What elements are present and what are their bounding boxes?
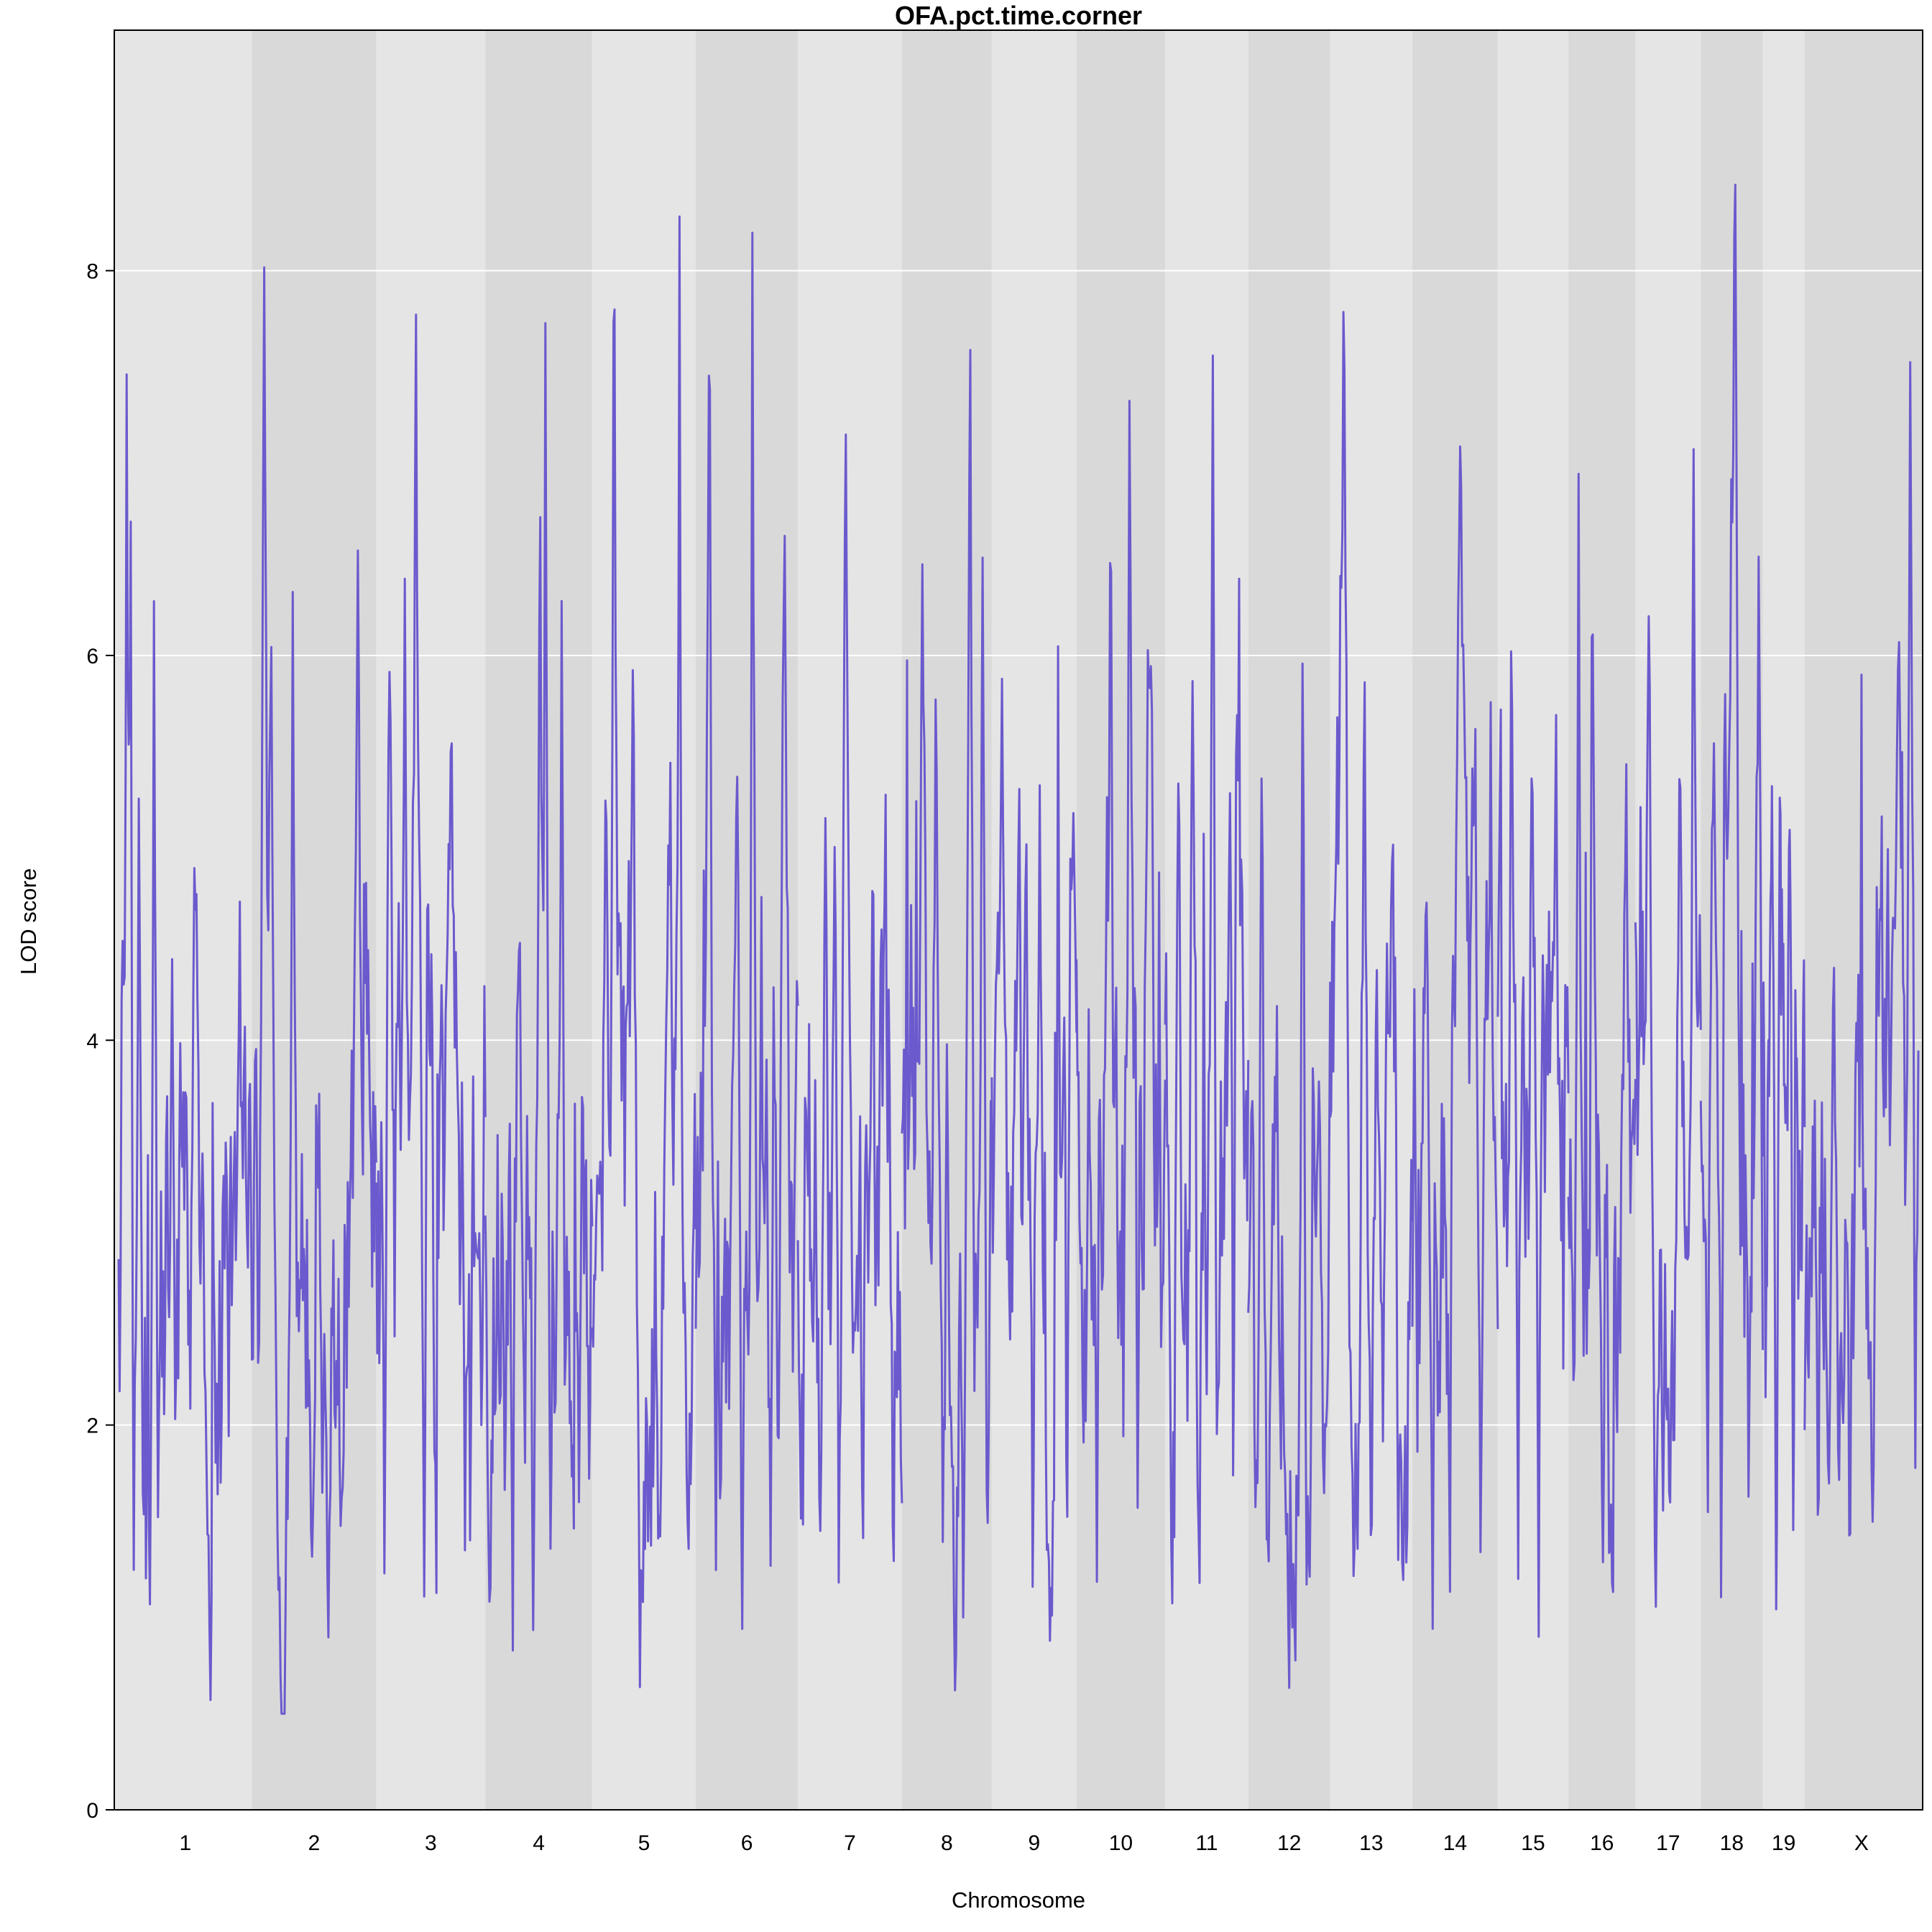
x-tick-label: 13 [1359, 1831, 1383, 1855]
gridlines [114, 270, 1923, 1426]
lod-line-chr-11 [1164, 354, 1250, 1605]
lod-line-chr-7 [796, 433, 903, 1584]
chart-title: OFA.pct.time.corner [895, 1, 1142, 30]
lod-line-chr-12 [1247, 662, 1332, 1689]
x-tick-label: 5 [638, 1831, 650, 1855]
x-tick-label: 19 [1772, 1831, 1795, 1855]
chromosome-band [1804, 30, 1923, 1810]
lod-line-chr-1 [117, 373, 254, 1701]
x-tick-label: X [1854, 1831, 1869, 1855]
lod-line-chr-18 [1699, 183, 1764, 1598]
chromosome-band [376, 30, 486, 1810]
lod-line-chr-X [1803, 361, 1920, 1537]
y-axis-title: LOD score [16, 868, 41, 975]
lod-line-chr-2 [251, 266, 377, 1715]
lod-line-chr-3 [374, 313, 487, 1598]
y-tick-label: 8 [86, 260, 98, 284]
y-tick-label: 0 [86, 1799, 98, 1823]
x-tick-label: 4 [533, 1831, 545, 1855]
x-tick-label: 11 [1195, 1831, 1218, 1855]
y-axis: 0 2 4 6 8 [86, 260, 114, 1823]
x-tick-label: 6 [741, 1831, 753, 1855]
lod-line-chr-10 [1075, 400, 1167, 1583]
x-tick-label: 8 [941, 1831, 953, 1855]
x-tick-label: 15 [1521, 1831, 1545, 1855]
x-tick-label: 17 [1656, 1831, 1680, 1855]
lod-series [117, 183, 1920, 1715]
x-tick-label: 16 [1590, 1831, 1614, 1855]
x-tick-label: 10 [1109, 1831, 1133, 1855]
lod-line-chr-9 [990, 645, 1078, 1642]
chromosome-band [1701, 30, 1763, 1810]
lod-line-chr-14 [1411, 445, 1499, 1630]
chromosome-band [252, 30, 377, 1810]
x-tick-label: 1 [179, 1831, 191, 1855]
chromosome-band [1076, 30, 1166, 1810]
y-tick-label: 2 [86, 1414, 98, 1438]
x-tick-label: 18 [1720, 1831, 1744, 1855]
x-axis: 1 2 3 4 5 6 7 8 9 10 11 12 13 14 15 16 17 18 19 X [179, 1831, 1868, 1855]
x-tick-label: 3 [425, 1831, 437, 1855]
y-tick-label: 6 [86, 645, 98, 668]
y-tick-label: 4 [86, 1029, 98, 1053]
lod-line-chr-15 [1496, 650, 1570, 1638]
lod-line-chr-6 [694, 231, 799, 1630]
plot-frame [114, 29, 1923, 1811]
chromosome-band [1762, 30, 1805, 1810]
lod-line-chr-4 [484, 322, 594, 1652]
x-tick-label: 9 [1028, 1831, 1040, 1855]
x-tick-label: 2 [308, 1831, 321, 1855]
lod-line-chr-19 [1762, 785, 1806, 1611]
lod-line-chr-16 [1567, 472, 1637, 1593]
x-tick-label: 7 [844, 1831, 856, 1855]
lod-line-chr-8 [901, 349, 993, 1692]
lod-line-chr-17 [1634, 448, 1702, 1608]
lod-line-chr-5 [591, 215, 697, 1688]
chromosome-band [1330, 30, 1413, 1810]
x-tick-label: 12 [1277, 1831, 1301, 1855]
lod-line-chr-13 [1329, 310, 1414, 1581]
x-axis-title: Chromosome [952, 1887, 1085, 1913]
x-tick-label: 14 [1443, 1831, 1467, 1855]
